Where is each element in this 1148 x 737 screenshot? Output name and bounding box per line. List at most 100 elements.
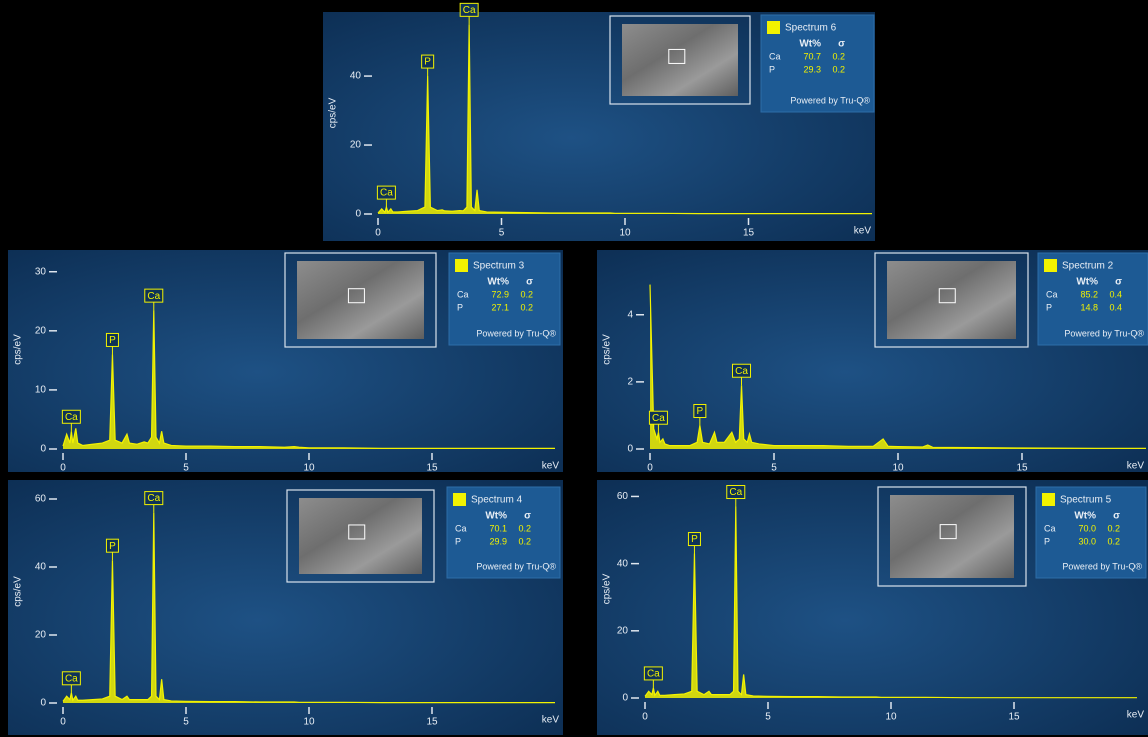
sem-image [299, 498, 422, 574]
y-tick-label: 20 [350, 140, 362, 151]
y-axis-label: cps/eV [328, 97, 339, 128]
x-axis-label: keV [542, 715, 560, 726]
x-tick-label: 0 [60, 463, 66, 474]
spectra-composite: 02040051015keVcps/eVCaPCaSpectrum 6Wt%σC… [0, 0, 1148, 737]
legend-footer: Powered by Tru-Q® [476, 561, 556, 571]
table-header: σ [1113, 511, 1120, 522]
legend-footer: Powered by Tru-Q® [1062, 561, 1142, 571]
y-tick-label: 4 [627, 309, 633, 320]
y-tick-label: 0 [355, 209, 361, 220]
table-header: Wt% [1076, 277, 1098, 288]
x-tick-label: 5 [771, 463, 777, 474]
x-tick-label: 0 [375, 228, 381, 239]
x-tick-label: 15 [1008, 712, 1020, 723]
sigma-value: 0.2 [1107, 523, 1120, 533]
element-name: P [455, 536, 461, 546]
sem-image [887, 261, 1016, 339]
y-tick-label: 10 [35, 385, 47, 396]
x-axis-label: keV [854, 226, 872, 237]
sigma-value: 0.4 [1109, 289, 1122, 299]
x-tick-label: 10 [619, 228, 631, 239]
peak-label: Ca [463, 5, 476, 16]
x-tick-label: 0 [60, 717, 66, 728]
table-header: σ [526, 277, 533, 288]
legend-title: Spectrum 2 [1062, 261, 1114, 272]
sigma-value: 0.2 [520, 302, 533, 312]
element-name: P [457, 302, 463, 312]
element-name: P [1044, 536, 1050, 546]
y-tick-label: 40 [617, 558, 629, 569]
peak-label: P [424, 57, 431, 68]
x-tick-label: 15 [426, 717, 438, 728]
wt-value: 72.9 [491, 289, 509, 299]
sigma-value: 0.2 [832, 51, 845, 61]
sigma-value: 0.2 [832, 64, 845, 74]
peak-label: Ca [147, 493, 160, 504]
wt-value: 14.8 [1080, 302, 1098, 312]
element-name: Ca [1046, 289, 1058, 299]
x-axis-label: keV [1127, 461, 1145, 472]
x-tick-label: 15 [1016, 463, 1028, 474]
peak-label: Ca [729, 487, 742, 498]
y-axis-label: cps/eV [602, 573, 613, 604]
wt-value: 29.3 [803, 64, 821, 74]
x-axis-label: keV [1127, 710, 1145, 721]
y-tick-label: 0 [627, 444, 633, 455]
sigma-value: 0.2 [1107, 536, 1120, 546]
y-tick-label: 0 [40, 698, 46, 709]
x-tick-label: 5 [183, 717, 189, 728]
element-name: Ca [1044, 523, 1056, 533]
element-name: P [769, 64, 775, 74]
legend-title: Spectrum 5 [1060, 495, 1112, 506]
peak-label: P [109, 541, 116, 552]
table-header: σ [1115, 277, 1122, 288]
peak-label: Ca [147, 291, 160, 302]
x-tick-label: 5 [183, 463, 189, 474]
wt-value: 70.7 [803, 51, 821, 61]
y-tick-label: 30 [35, 266, 47, 277]
legend-title: Spectrum 6 [785, 23, 837, 34]
wt-value: 29.9 [489, 536, 507, 546]
peak-label: Ca [647, 669, 660, 680]
x-axis-label: keV [542, 461, 560, 472]
peak-label: P [109, 335, 116, 346]
peak-label: Ca [652, 413, 665, 424]
legend-swatch [1042, 493, 1055, 506]
y-axis-label: cps/eV [13, 576, 24, 607]
legend-swatch [767, 21, 780, 34]
sem-image [297, 261, 424, 339]
y-tick-label: 40 [350, 71, 362, 82]
legend-footer: Powered by Tru-Q® [1064, 328, 1144, 338]
element-name: P [1046, 302, 1052, 312]
x-tick-label: 15 [743, 228, 755, 239]
wt-value: 85.2 [1080, 289, 1098, 299]
y-tick-label: 2 [627, 377, 633, 388]
sigma-value: 0.4 [1109, 302, 1122, 312]
x-tick-label: 0 [642, 712, 648, 723]
peak-label: Ca [380, 188, 393, 199]
peak-label: Ca [65, 412, 78, 423]
table-header: Wt% [799, 39, 821, 50]
table-header: Wt% [1074, 511, 1096, 522]
x-tick-label: 5 [499, 228, 505, 239]
x-tick-label: 5 [765, 712, 771, 723]
y-tick-label: 20 [35, 630, 47, 641]
peak-label: Ca [735, 366, 748, 377]
x-tick-label: 10 [303, 463, 315, 474]
y-tick-label: 20 [35, 325, 47, 336]
peak-label: P [697, 406, 704, 417]
legend-swatch [455, 259, 468, 272]
sigma-value: 0.2 [520, 289, 533, 299]
y-axis-label: cps/eV [13, 334, 24, 365]
peak-label: Ca [65, 673, 78, 684]
x-tick-label: 10 [303, 717, 315, 728]
x-tick-label: 10 [892, 463, 904, 474]
sigma-value: 0.2 [518, 536, 531, 546]
y-tick-label: 60 [35, 494, 47, 505]
sigma-value: 0.2 [518, 523, 531, 533]
legend-title: Spectrum 3 [473, 261, 525, 272]
table-header: Wt% [485, 511, 507, 522]
